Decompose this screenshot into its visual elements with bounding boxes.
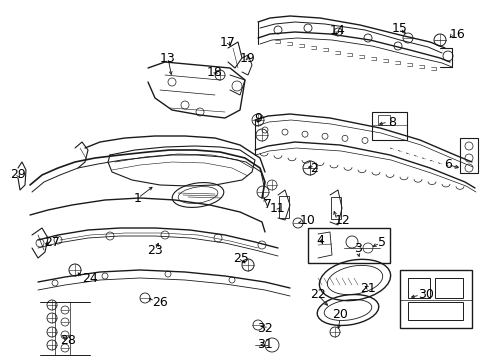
Text: 19: 19 (240, 51, 256, 64)
Bar (460, 138, 478, 173)
Text: 24: 24 (82, 271, 98, 284)
Text: 14: 14 (330, 23, 346, 36)
Text: 12: 12 (335, 213, 351, 226)
Text: 27: 27 (44, 235, 60, 248)
Bar (279, 196, 289, 218)
Text: 30: 30 (418, 288, 434, 302)
Text: 21: 21 (360, 282, 376, 294)
Text: 16: 16 (450, 28, 466, 41)
Bar (435, 278, 463, 298)
Text: 29: 29 (10, 168, 26, 181)
Bar (372, 112, 407, 140)
Bar (308, 228, 390, 263)
Text: 4: 4 (316, 234, 324, 247)
Text: 15: 15 (392, 22, 408, 35)
Text: 7: 7 (264, 198, 272, 211)
Text: 2: 2 (310, 162, 318, 175)
Text: 23: 23 (147, 243, 163, 256)
Text: 20: 20 (332, 309, 348, 321)
Text: 9: 9 (254, 112, 262, 125)
Text: 1: 1 (134, 192, 142, 204)
Text: 28: 28 (60, 333, 76, 346)
Text: 13: 13 (160, 51, 176, 64)
Text: 6: 6 (444, 158, 452, 171)
Text: 22: 22 (310, 288, 326, 302)
Bar (378, 115, 390, 125)
Bar (400, 270, 472, 328)
Bar (408, 302, 463, 320)
Text: 32: 32 (257, 321, 273, 334)
Bar (331, 197, 341, 219)
Text: 31: 31 (257, 338, 273, 351)
Text: 10: 10 (300, 213, 316, 226)
Text: 3: 3 (354, 242, 362, 255)
Text: 26: 26 (152, 296, 168, 309)
Text: 18: 18 (207, 66, 223, 78)
Text: 17: 17 (220, 36, 236, 49)
Bar (408, 278, 430, 298)
Text: 5: 5 (378, 237, 386, 249)
Text: 11: 11 (270, 202, 286, 215)
Text: 25: 25 (233, 252, 249, 265)
Text: 8: 8 (388, 116, 396, 129)
